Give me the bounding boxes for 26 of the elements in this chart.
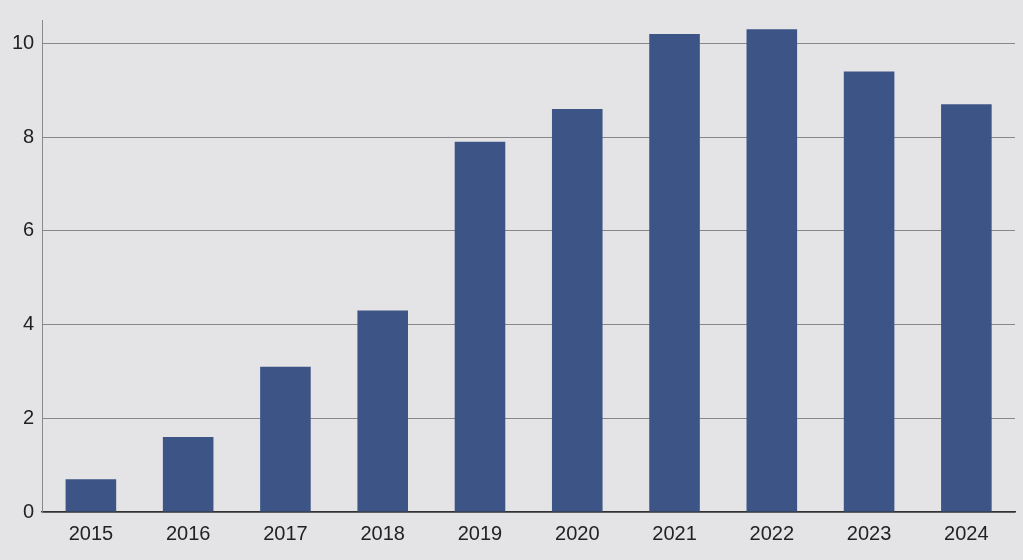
y-tick-label: 4: [23, 312, 35, 335]
x-tick-label: 2024: [944, 521, 989, 544]
x-tick-label: 2022: [749, 521, 795, 544]
bar: [454, 141, 506, 512]
x-tick-label: 2018: [360, 521, 405, 544]
x-tick-label: 2016: [165, 521, 211, 544]
y-tick-label: 10: [12, 30, 35, 53]
x-tick-label: 2019: [457, 521, 503, 544]
y-tick-label: 8: [23, 124, 35, 147]
x-tick-label: 2021: [652, 521, 697, 544]
y-tick-label: 6: [23, 218, 35, 241]
y-tick-label: 2: [23, 405, 35, 428]
x-tick-label: 2017: [263, 521, 308, 544]
bar: [746, 29, 798, 512]
bar: [260, 366, 311, 512]
bar: [357, 310, 408, 512]
bar: [162, 437, 214, 512]
bar: [551, 109, 603, 512]
bar: [843, 71, 895, 512]
x-tick-label: 2023: [846, 521, 892, 544]
bar: [649, 34, 700, 512]
x-tick-label: 2020: [555, 521, 600, 544]
x-tick-label: 2015: [68, 521, 114, 544]
y-tick-label: 0: [23, 499, 35, 522]
bar: [941, 104, 992, 512]
bar: [65, 479, 117, 512]
